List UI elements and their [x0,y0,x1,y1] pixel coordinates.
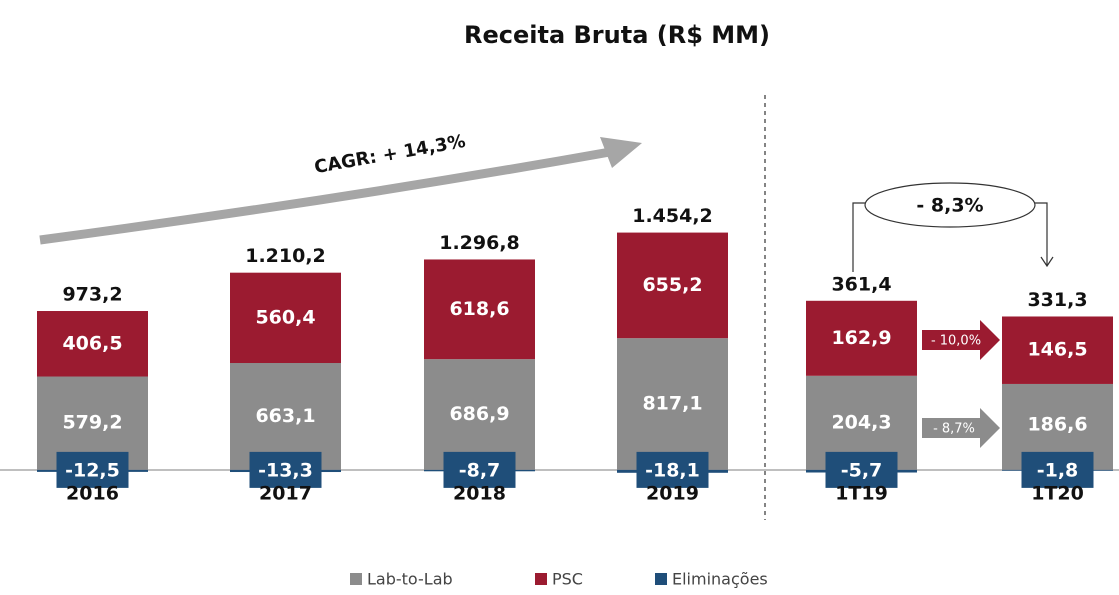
total-label: 973,2 [62,284,122,306]
legend-swatch [350,573,362,585]
annotation: - 8,7% [933,422,975,437]
change-arrow [922,320,1000,360]
legend-swatch [655,573,667,585]
value-label: 663,1 [255,405,315,427]
legend-label: Eliminações [672,570,768,589]
bracket [852,202,868,272]
total-label: 331,3 [1027,289,1087,311]
value-label: -8,7 [459,459,501,481]
bar-segment [230,272,341,364]
value-label-box [56,451,129,488]
value-label-box [825,451,898,488]
annotation: CAGR: + 14,3% [313,131,467,178]
value-label: 162,9 [831,327,891,349]
cagr-arrow [39,147,611,245]
legend-label: PSC [552,570,583,589]
x-tick-label: 1T20 [1031,483,1084,505]
total-label: 1.454,2 [632,205,713,227]
x-tick-label: 2016 [66,483,119,505]
value-label: 579,2 [62,412,122,434]
total-label: 1.296,8 [439,232,520,254]
change-arrow [922,408,1000,448]
value-label-box [249,451,322,488]
value-label-box [443,451,516,488]
legend-label: Lab-to-Lab [367,570,453,589]
value-label: 560,4 [255,306,315,328]
bar-segment [424,359,535,470]
value-label: 618,6 [449,298,509,320]
x-tick-label: 2019 [646,483,699,505]
bar-segment [617,232,728,339]
value-label-box [1021,451,1094,488]
value-label: -1,8 [1037,459,1079,481]
x-tick-label: 2018 [453,483,506,505]
value-label: 817,1 [642,393,702,415]
cagr-arrowhead [600,137,642,168]
total-label: 1.210,2 [245,245,326,267]
bar-segment [424,259,535,360]
value-label: -18,1 [645,459,700,481]
value-label: 406,5 [62,332,122,354]
bar-segment [37,311,148,377]
value-label-box [636,451,709,488]
legend-swatch [535,573,547,585]
annotation: - 10,0% [931,334,981,349]
bar-segment [806,300,917,376]
annotation: - 8,3% [916,195,983,217]
value-label: -13,3 [258,459,313,481]
x-tick-label: 1T19 [835,483,888,505]
x-tick-label: 2017 [259,483,312,505]
bar-segment [617,338,728,470]
value-label: 146,5 [1027,339,1087,361]
value-label: 186,6 [1027,413,1087,435]
annotation-ellipse [864,182,1036,228]
value-label: 686,9 [449,403,509,425]
value-label: 204,3 [831,411,891,433]
value-label: 655,2 [642,274,702,296]
bracket [1032,202,1054,268]
chart-title: Receita Bruta (R$ MM) [464,21,770,49]
total-label: 361,4 [831,273,891,295]
bar-segment [1002,316,1113,384]
value-label: -5,7 [841,459,883,481]
value-label: -12,5 [65,459,120,481]
